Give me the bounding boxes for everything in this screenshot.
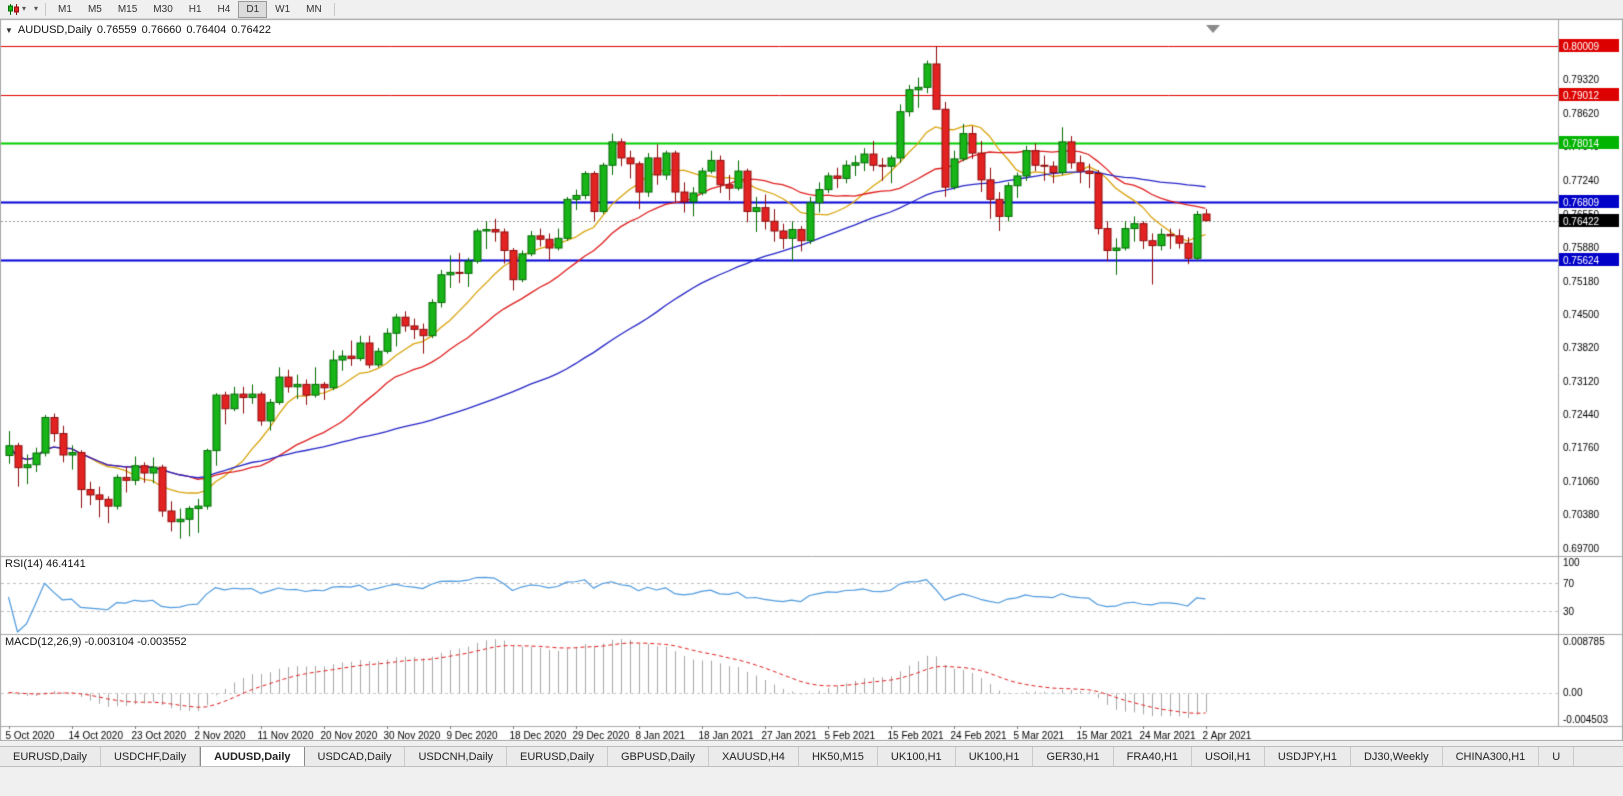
candlestick-chart-icon xyxy=(8,3,19,15)
price-chart-canvas[interactable] xyxy=(0,19,1623,741)
timeframe-button-m15[interactable]: M15 xyxy=(110,1,145,18)
chart-tab-hk50-m15[interactable]: HK50,M15 xyxy=(798,747,878,766)
timeframe-buttons: M1 M5 M15 M30 H1 H4 D1 W1 MN xyxy=(50,0,330,18)
timeframe-button-h4[interactable]: H4 xyxy=(210,1,239,18)
timeframe-button-h1[interactable]: H1 xyxy=(181,1,210,18)
chart-tab-ger30-h1[interactable]: GER30,H1 xyxy=(1033,747,1114,766)
chart-tab-fra40-h1[interactable]: FRA40,H1 xyxy=(1113,747,1193,766)
chart-tab-xauusd-h4[interactable]: XAUUSD,H4 xyxy=(708,747,799,766)
chart-tab-gbpusd-daily[interactable]: GBPUSD,Daily xyxy=(608,747,709,766)
chart-tab-china300-h1[interactable]: CHINA300,H1 xyxy=(1442,747,1540,766)
chart-tab-usdcnh-daily[interactable]: USDCNH,Daily xyxy=(405,747,508,766)
status-area xyxy=(0,768,1623,796)
timeframe-button-mn[interactable]: MN xyxy=(298,1,330,18)
templates-dropdown-button[interactable]: ▾ xyxy=(29,1,41,18)
chart-tab-eurusd-daily[interactable]: EURUSD,Daily xyxy=(507,747,608,766)
timeframe-button-m5[interactable]: M5 xyxy=(80,1,110,18)
timeframe-button-d1[interactable]: D1 xyxy=(238,0,268,18)
chart-tab-dj30-weekly[interactable]: DJ30,Weekly xyxy=(1350,747,1443,766)
timeframe-button-m30[interactable]: M30 xyxy=(145,1,180,18)
chart-tab-usdjpy-h1[interactable]: USDJPY,H1 xyxy=(1264,747,1351,766)
chart-tab-uk100-h1[interactable]: UK100,H1 xyxy=(955,747,1034,766)
timeframe-button-m1[interactable]: M1 xyxy=(50,1,80,18)
chart-tab-usdchf-daily[interactable]: USDCHF,Daily xyxy=(100,747,201,766)
chart-tab-usdcad-daily[interactable]: USDCAD,Daily xyxy=(304,747,406,766)
chart-window: ▼ AUDUSD,Daily 0.76559 0.76660 0.76404 0… xyxy=(0,19,1623,741)
chart-type-button[interactable]: ▾ xyxy=(4,1,29,18)
chevron-down-icon: ▾ xyxy=(34,4,39,13)
chart-tab-u[interactable]: U xyxy=(1539,747,1575,766)
timeframe-toolbar: ▾ ▾ M1 M5 M15 M30 H1 H4 D1 W1 MN xyxy=(0,0,1623,19)
chart-tab-uk100-h1[interactable]: UK100,H1 xyxy=(877,747,956,766)
chart-tab-usoil-h1[interactable]: USOil,H1 xyxy=(1192,747,1265,766)
chart-tabs-bar: EURUSD,Daily USDCHF,Daily AUDUSD,Daily USDC… xyxy=(0,746,1623,767)
chevron-down-icon: ▾ xyxy=(22,4,27,13)
one-click-trading-icon[interactable]: ▼ xyxy=(5,25,13,35)
timeframe-button-w1[interactable]: W1 xyxy=(267,1,298,18)
toolbar-separator xyxy=(333,2,335,16)
toolbar-separator xyxy=(45,2,47,16)
chart-tab-eurusd-daily[interactable]: EURUSD,Daily xyxy=(0,747,101,766)
chart-tab-audusd-daily[interactable]: AUDUSD,Daily xyxy=(200,747,305,766)
